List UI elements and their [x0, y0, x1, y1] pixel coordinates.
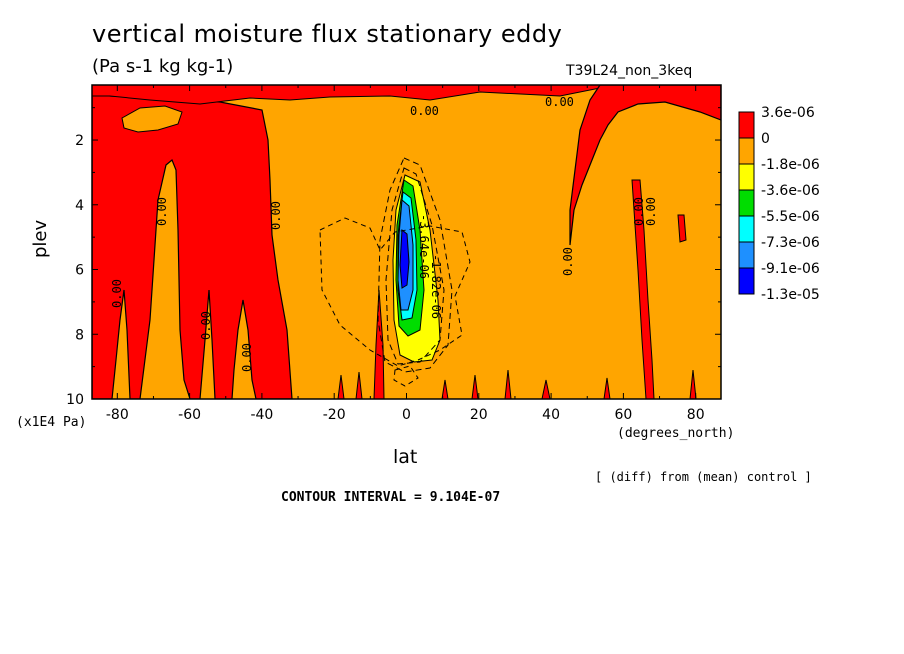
contour-dashed [377, 157, 453, 373]
region-positive-spot [603, 377, 611, 399]
contour-label: 0.00 [155, 197, 169, 226]
axes: -80 -60 -40 -20 0 20 40 60 80 2 4 6 8 10 [66, 85, 721, 423]
legend-label: 0 [761, 131, 770, 147]
legend-label: -7.3e-06 [761, 235, 820, 251]
legend-label: -3.6e-06 [761, 183, 820, 199]
legend-label: 3.6e-06 [761, 105, 815, 121]
y-axis-unit: (x1E4 Pa) [16, 415, 87, 430]
color-legend: 3.6e-06 0 -1.8e-06 -3.6e-06 -5.5e-06 -7.3e-06… [738, 105, 820, 303]
region-positive-spot [541, 379, 551, 399]
contour-interval: CONTOUR INTERVAL = 9.104E-07 [281, 490, 501, 505]
region-positive-north [569, 85, 721, 246]
x-tick-label: 40 [542, 407, 560, 423]
x-tick-label: -20 [323, 407, 346, 423]
y-tick-label: 2 [75, 133, 84, 149]
x-tick-label: 80 [687, 407, 705, 423]
contour-label: 0.00 [110, 279, 124, 308]
x-tick-label: 60 [614, 407, 632, 423]
x-axis-label: lat [393, 446, 418, 468]
region-positive-north-tongue-2 [677, 214, 687, 243]
contour-label: 0.00 [545, 95, 574, 109]
run-label: T39L24_non_3keq [566, 63, 693, 79]
y-tick-label: 8 [75, 327, 84, 343]
region-positive-spot [689, 369, 697, 399]
region-positive-spot [355, 371, 363, 399]
legend-swatch [738, 241, 755, 269]
contour-label: 0.00 [269, 201, 283, 230]
x-tick-label: -60 [178, 407, 201, 423]
legend-label: -1.3e-05 [761, 287, 820, 303]
legend-swatch [738, 215, 755, 243]
region-positive-north-tongue [631, 179, 655, 399]
y-tick-label: 6 [75, 263, 84, 279]
region-positive-spot [441, 379, 449, 399]
legend-swatch [738, 163, 755, 191]
contour-label: 0.00 [199, 311, 213, 340]
contour-label: 0.00 [410, 104, 439, 118]
legend-swatch [738, 267, 755, 295]
contour-label: 0.00 [561, 247, 575, 276]
x-tick-label: -40 [250, 407, 273, 423]
contour-dashed [385, 167, 445, 365]
diff-note: [ (diff) from (mean) control ] [595, 470, 812, 484]
chart-title: vertical moisture flux stationary eddy [92, 20, 563, 48]
y-tick-label: 4 [75, 198, 84, 214]
y-tick-label: 10 [66, 392, 84, 408]
legend-label: -1.8e-06 [761, 157, 820, 173]
x-tick-label: 0 [402, 407, 411, 423]
region-positive-spot [373, 289, 385, 399]
x-tick-label: 20 [470, 407, 488, 423]
chart-units: (Pa s-1 kg kg-1) [92, 56, 234, 77]
legend-label: -5.5e-06 [761, 209, 820, 225]
contour-label: -1.82e-06 [429, 254, 443, 319]
legend-swatch [738, 111, 755, 139]
region-positive-spot [337, 374, 345, 399]
legend-swatch [738, 137, 755, 165]
region-positive-spot [471, 374, 479, 399]
contour-dashed [319, 217, 471, 367]
x-axis-unit: (degrees_north) [617, 426, 735, 441]
contour-label: -3.64e-06 [417, 214, 431, 279]
region-positive-south-polar [92, 85, 293, 399]
contour-label: 0.00 [632, 197, 646, 226]
contour-label: 0.00 [644, 197, 658, 226]
x-tick-label: -80 [106, 407, 129, 423]
region-positive-spot [504, 369, 512, 399]
legend-swatch [738, 189, 755, 217]
legend-label: -9.1e-06 [761, 261, 820, 277]
contour-dashed [393, 365, 419, 387]
contour-label: 0.00 [240, 343, 254, 372]
region-blue [399, 229, 410, 289]
region-negative-hole [121, 105, 183, 133]
